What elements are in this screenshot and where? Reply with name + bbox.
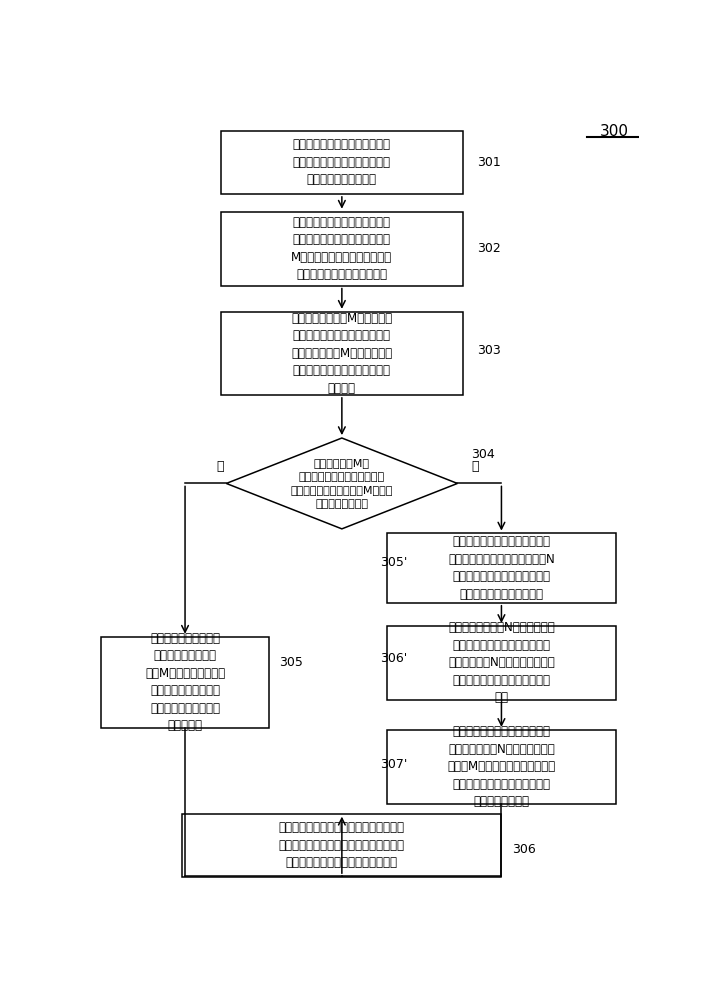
Text: 305: 305 xyxy=(278,656,302,669)
Text: 根据计算所得到的N种第二观测位
移和激光雷达的采样周期，确定
目标障碍物在N种第二位移观测量
中每种第二位移观测量下的运动
信息: 根据计算所得到的N种第二观测位 移和激光雷达的采样周期，确定 目标障碍物在N种第… xyxy=(448,621,555,704)
Bar xyxy=(221,212,463,286)
Bar xyxy=(387,533,616,603)
Text: 否: 否 xyxy=(216,460,224,473)
Text: 根据所确定的M种
运动信息和目标障碍物的历史
运动信息，确定所确定的M种运动
信息是否存在歧义: 根据所确定的M种 运动信息和目标障碍物的历史 运动信息，确定所确定的M种运动 信… xyxy=(290,458,393,509)
Text: 以目标障碍物的运动信息为状态变量，以
观测运动信息作为观测量，采用预设滤波
算法生成目标障碍物的当前运动信息: 以目标障碍物的运动信息为状态变量，以 观测运动信息作为观测量，采用预设滤波 算法… xyxy=(279,821,405,869)
Text: 获取对待生成运动信息的目标障
碍物进行表征的当前帧障碍物点
云和参考帧障碍物点云: 获取对待生成运动信息的目标障 碍物进行表征的当前帧障碍物点 云和参考帧障碍物点云 xyxy=(293,138,391,186)
Text: 300: 300 xyxy=(600,124,629,139)
Bar xyxy=(387,730,616,804)
Text: 304: 304 xyxy=(471,448,495,461)
Text: 按照运动学规律或者统计学规律
，根据所确定的N种运动信息、所
确定的M种运动信息和目标障碍物
的历史运动信息，确定目标障碍
物的观测运动信息: 按照运动学规律或者统计学规律 ，根据所确定的N种运动信息、所 确定的M种运动信息… xyxy=(447,725,555,808)
Bar xyxy=(101,637,269,728)
Text: 303: 303 xyxy=(476,344,501,358)
Text: 306': 306' xyxy=(381,652,408,666)
Bar xyxy=(221,312,463,395)
Text: 301: 301 xyxy=(476,156,501,169)
Bar xyxy=(221,131,463,194)
Polygon shape xyxy=(226,438,457,529)
Text: 305': 305' xyxy=(381,556,408,569)
Text: 按照运动学规律或者统
计学规律，根据所确
定的M种运动信息和目标
障碍物的历史运动信息
，确定目标障碍物的观
测运动信息: 按照运动学规律或者统 计学规律，根据所确 定的M种运动信息和目标 障碍物的历史运… xyxy=(145,632,225,732)
Bar xyxy=(387,626,616,700)
Text: 307': 307' xyxy=(381,758,408,771)
Text: 根据计算所得到的M种第一观测
位移和激光雷达的采样周期，确
定目标障碍物在M种第一位移观
测量中每种第一位移观测量下的
运动信息: 根据计算所得到的M种第一观测 位移和激光雷达的采样周期，确 定目标障碍物在M种第… xyxy=(291,312,393,395)
Text: 根据当前帧障碍物点云和参考帧
障碍物点云，计算目标障碍物在
M种第一位移观测量中每种第一
位移观测量下的第一观测位移: 根据当前帧障碍物点云和参考帧 障碍物点云，计算目标障碍物在 M种第一位移观测量中… xyxy=(291,216,393,281)
Text: 302: 302 xyxy=(476,242,501,255)
Text: 根据当前帧障碍物点云和参考帧
障碍物点云，计算目标障碍物在N
种第二位移观测量中每种第二位
移观测量下的第二观测位移: 根据当前帧障碍物点云和参考帧 障碍物点云，计算目标障碍物在N 种第二位移观测量中… xyxy=(448,535,555,601)
Text: 306: 306 xyxy=(513,843,536,856)
Bar xyxy=(182,814,501,877)
Text: 是: 是 xyxy=(471,460,479,473)
